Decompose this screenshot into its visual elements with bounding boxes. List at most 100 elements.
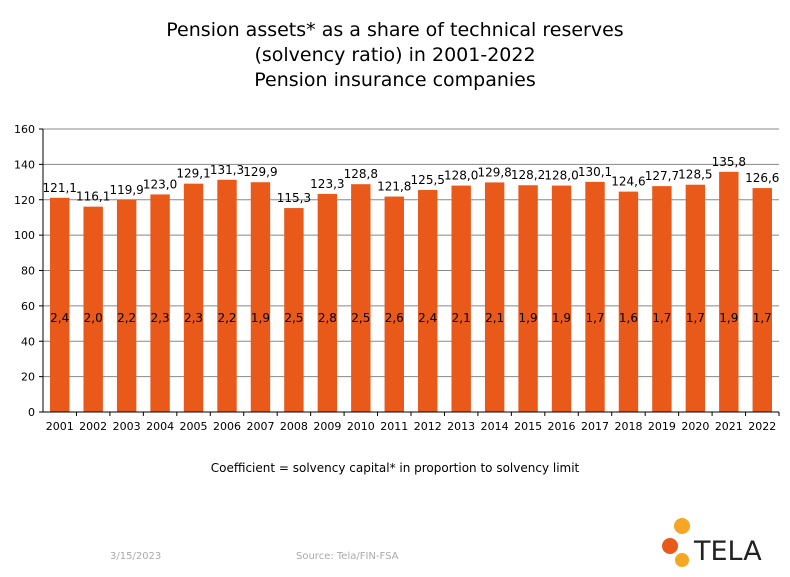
chart-title-line-3: Pension insurance companies <box>254 69 536 91</box>
x-tick-label: 2017 <box>581 420 609 433</box>
coefficient-label: 2,3 <box>151 311 170 325</box>
bar-value-label: 116,1 <box>76 190 110 204</box>
bar <box>116 199 137 412</box>
bar <box>351 184 371 412</box>
bar <box>384 196 404 412</box>
bar-value-label: 129,9 <box>243 165 277 179</box>
bar-value-label: 129,8 <box>477 165 511 179</box>
bar <box>250 182 271 412</box>
tela-logo <box>662 518 690 567</box>
bar-value-label: 135,8 <box>712 155 746 169</box>
x-tick-label: 2009 <box>313 420 341 433</box>
bar <box>518 185 538 412</box>
bar-value-label: 128,8 <box>344 167 378 181</box>
bars <box>50 171 772 412</box>
bar-value-label: 128,0 <box>544 169 578 183</box>
bar <box>284 208 304 412</box>
labels: 0 20 40 60 80 100 120 140 160 2001 121,1 2,4 2002 116… <box>14 123 779 433</box>
x-tick-label: 2001 <box>46 420 74 433</box>
bar-value-label: 123,0 <box>143 177 177 191</box>
x-tick-label: 2020 <box>681 420 709 433</box>
y-tick-label: 80 <box>21 265 35 278</box>
x-tick-label: 2011 <box>380 420 408 433</box>
logo-dot-top-icon <box>674 518 690 534</box>
coefficient-label: 1,6 <box>619 311 638 325</box>
bar <box>83 206 103 412</box>
x-tick-label: 2016 <box>548 420 576 433</box>
coefficient-label: 1,7 <box>686 311 705 325</box>
x-tick-label: 2013 <box>447 420 475 433</box>
bar <box>317 193 338 412</box>
x-tick-label: 2010 <box>347 420 375 433</box>
y-tick-label: 160 <box>14 123 35 136</box>
x-tick-label: 2003 <box>113 420 141 433</box>
coefficient-label: 1,9 <box>719 311 738 325</box>
coefficient-footnote: Coefficient = solvency capital* in propo… <box>210 461 580 475</box>
bar-value-label: 119,9 <box>109 183 143 197</box>
axes <box>39 128 780 416</box>
y-tick-label: 20 <box>21 371 35 384</box>
bar-value-label: 121,8 <box>377 180 411 194</box>
bar-value-label: 127,7 <box>645 169 679 183</box>
bar <box>50 197 70 412</box>
bar-value-label: 115,3 <box>277 191 311 205</box>
y-tick-label: 100 <box>14 229 35 242</box>
bar <box>451 185 471 412</box>
logo-dot-bottom-icon <box>675 553 689 567</box>
coefficient-label: 2,4 <box>418 311 437 325</box>
coefficient-label: 1,9 <box>552 311 571 325</box>
bar-value-label: 121,1 <box>43 181 77 195</box>
x-tick-label: 2007 <box>246 420 274 433</box>
coefficient-label: 1,9 <box>519 311 538 325</box>
bar <box>150 194 170 412</box>
coefficient-label: 2,1 <box>452 311 471 325</box>
coefficient-label: 2,1 <box>485 311 504 325</box>
x-tick-label: 2002 <box>79 420 107 433</box>
chart-title-line-1: Pension assets* as a share of technical … <box>166 19 624 41</box>
y-tick-label: 140 <box>14 158 35 171</box>
x-tick-label: 2005 <box>180 420 208 433</box>
x-tick-label: 2012 <box>414 420 442 433</box>
coefficient-label: 2,2 <box>217 311 236 325</box>
y-tick-label: 60 <box>21 300 35 313</box>
bar <box>484 182 505 412</box>
coefficient-label: 2,6 <box>385 311 404 325</box>
coefficient-label: 2,0 <box>84 311 103 325</box>
bar <box>652 186 672 412</box>
bar-value-label: 128,2 <box>511 168 545 182</box>
coefficient-label: 2,4 <box>50 311 69 325</box>
bar-value-label: 123,3 <box>310 177 344 191</box>
bar <box>685 184 706 412</box>
x-tick-label: 2008 <box>280 420 308 433</box>
bar <box>752 188 772 412</box>
footer-date: 3/15/2023 <box>110 551 162 562</box>
chart-title: Pension assets* as a share of technical … <box>0 18 790 93</box>
x-tick-label: 2021 <box>715 420 743 433</box>
logo-dot-left-icon <box>662 538 678 554</box>
bar <box>719 171 739 412</box>
bar-value-label: 129,1 <box>176 167 210 181</box>
coefficient-label: 2,5 <box>284 311 303 325</box>
coefficient-label: 1,7 <box>585 311 604 325</box>
bar-value-label: 125,5 <box>411 173 445 187</box>
bar-value-label: 128,5 <box>678 168 712 182</box>
x-tick-label: 2018 <box>614 420 642 433</box>
y-tick-label: 0 <box>28 406 35 419</box>
logo-text: TELA <box>694 536 762 567</box>
coefficient-label: 2,8 <box>318 311 337 325</box>
bar-value-label: 124,6 <box>611 175 645 189</box>
x-tick-label: 2019 <box>648 420 676 433</box>
bar-value-label: 128,0 <box>444 169 478 183</box>
coefficient-label: 1,9 <box>251 311 270 325</box>
bar <box>585 181 605 412</box>
coefficient-label: 2,2 <box>117 311 136 325</box>
bar <box>551 185 572 412</box>
x-tick-label: 2006 <box>213 420 241 433</box>
bar <box>618 191 639 412</box>
coefficient-label: 1,7 <box>753 311 772 325</box>
bar-value-label: 130,1 <box>578 165 612 179</box>
y-tick-label: 120 <box>14 194 35 207</box>
x-tick-label: 2004 <box>146 420 174 433</box>
coefficient-label: 2,3 <box>184 311 203 325</box>
